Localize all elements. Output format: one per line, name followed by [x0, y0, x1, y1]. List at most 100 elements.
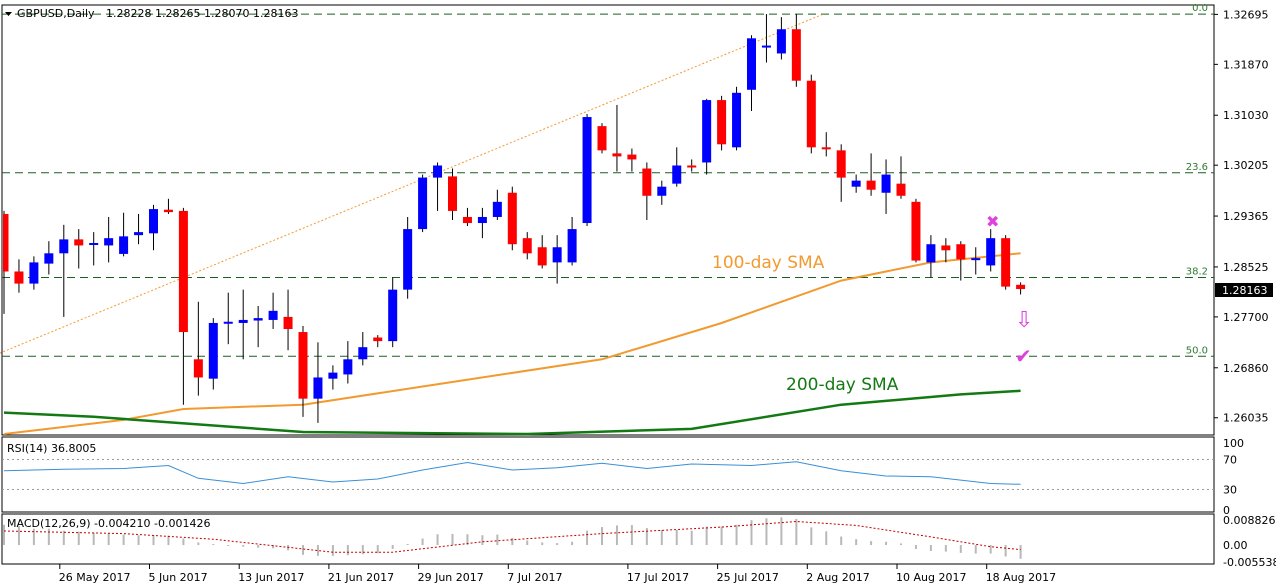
- date-label-5: 7 Jul 2017: [507, 571, 562, 584]
- macd-bar-42: [630, 525, 633, 546]
- macd-bar-37: [556, 543, 559, 546]
- macd-bar-58: [870, 541, 873, 546]
- macd-bar-56: [840, 536, 843, 546]
- price-tick-label-1: 1.31870: [1223, 58, 1269, 71]
- macd-bar-22: [331, 545, 334, 556]
- macd-signal-line: [3, 520, 1021, 553]
- candle-body-15: [223, 321, 233, 324]
- macd-bar-34: [511, 537, 514, 546]
- macd-bar-31: [466, 534, 469, 546]
- candle-body-14: [208, 322, 218, 379]
- macd-bar-67: [1004, 545, 1007, 557]
- candle-body-66: [986, 238, 996, 266]
- macd-bar-25: [376, 545, 379, 554]
- candle-body-45: [672, 165, 682, 184]
- candle-body-4: [59, 239, 69, 254]
- cross-mark-icon: ✖: [986, 212, 999, 231]
- candle-body-44: [657, 186, 667, 196]
- date-label-4: 29 Jun 2017: [418, 571, 484, 584]
- candle-body-5: [74, 239, 84, 246]
- macd-bar-23: [346, 545, 349, 556]
- rsi-tick-label-3: 0: [1223, 504, 1230, 517]
- macd-tick-label-2: -0.005538: [1223, 556, 1276, 569]
- macd-bar-59: [885, 541, 888, 546]
- candle-body-37: [552, 247, 562, 263]
- date-label-1: 5 Jun 2017: [149, 571, 208, 584]
- macd-bar-10: [152, 535, 155, 546]
- macd-bar-64: [959, 545, 962, 553]
- macd-bar-52: [780, 517, 783, 546]
- macd-tick-label-0: 0.008826: [1223, 514, 1276, 527]
- candle-body-2: [29, 262, 39, 284]
- macd-label: MACD(12,26,9) -0.004210 -0.001426: [7, 517, 210, 530]
- candle-body-52: [776, 29, 786, 54]
- macd-bar-26: [391, 545, 394, 549]
- candle-body-60: [896, 183, 906, 196]
- macd-bar-48: [720, 526, 723, 546]
- macd-bar-12: [182, 538, 185, 546]
- macd-bar-35: [526, 540, 529, 546]
- macd-bar-3: [47, 528, 50, 546]
- candle-body-16: [238, 319, 248, 323]
- macd-bar-40: [601, 527, 603, 546]
- fib-level-label-1: 23.6: [1186, 162, 1208, 173]
- candle-body-33: [492, 201, 502, 217]
- candle-body-49: [732, 92, 742, 148]
- macd-panel: 0.008826 0.00 -0.005538: [3, 514, 1276, 569]
- date-label-10: 18 Aug 2017: [986, 571, 1056, 584]
- current-price-label: 1.28163: [1222, 284, 1268, 297]
- date-label-9: 10 Aug 2017: [896, 571, 966, 584]
- macd-bar-11: [167, 535, 170, 546]
- macd-bar-13: [197, 542, 200, 546]
- date-label-3: 21 Jun 2017: [328, 571, 394, 584]
- macd-bar-47: [705, 526, 708, 546]
- candle-body-58: [866, 180, 876, 190]
- macd-bar-30: [451, 533, 454, 546]
- price-tick-label-3: 1.30205: [1223, 159, 1269, 172]
- date-axis: 26 May 2017 5 Jun 2017 13 Jun 2017 21 Jun 2…: [59, 564, 1056, 584]
- macd-bar-18: [272, 545, 275, 549]
- candle-body-38: [567, 229, 577, 263]
- candle-body-64: [956, 244, 966, 260]
- rsi-label: RSI(14) 36.8005: [7, 442, 96, 455]
- candle-body-25: [373, 337, 383, 342]
- candle-body-0: [3, 213, 9, 272]
- candle-body-34: [507, 192, 517, 245]
- macd-bar-68: [1019, 545, 1022, 559]
- candle-body-57: [851, 180, 861, 187]
- candle-body-6: [89, 243, 99, 246]
- down-arrow-icon: ⇩: [1015, 308, 1033, 333]
- macd-bar-5: [77, 531, 80, 546]
- candle-body-54: [806, 80, 816, 148]
- rsi-panel-frame: [1, 436, 1215, 513]
- candle-body-50: [747, 38, 756, 90]
- candle-body-24: [358, 347, 368, 360]
- date-label-6: 17 Jul 2017: [627, 571, 689, 584]
- macd-bar-38: [571, 541, 574, 546]
- trendline: [0, 13, 824, 354]
- candle-body-39: [582, 117, 592, 224]
- price-tick-label-2: 1.31030: [1223, 109, 1269, 122]
- check-mark-icon: ✔: [1015, 344, 1032, 368]
- macd-bar-7: [107, 533, 110, 546]
- macd-bar-32: [481, 535, 484, 546]
- macd-bar-66: [989, 545, 992, 554]
- macd-bar-15: [227, 545, 230, 547]
- candle-body-17: [253, 318, 263, 321]
- candle-body-19: [283, 316, 293, 330]
- macd-tick-label-1: 0.00: [1223, 539, 1248, 552]
- candle-body-59: [881, 174, 891, 193]
- macd-bar-45: [675, 530, 678, 546]
- candle-body-11: [163, 209, 173, 213]
- macd-bar-14: [212, 544, 215, 546]
- candle-body-26: [388, 289, 398, 342]
- fib-level-label-0: 0.0: [1192, 3, 1208, 14]
- dropdown-triangle-icon[interactable]: [5, 12, 12, 16]
- candle-body-27: [403, 229, 413, 290]
- sma100-annotation: 100-day SMA: [712, 253, 825, 273]
- macd-bar-2: [32, 528, 35, 546]
- macd-bar-46: [690, 530, 693, 546]
- candle-body-32: [477, 216, 487, 224]
- candle-body-62: [926, 244, 936, 263]
- macd-bar-27: [406, 544, 409, 546]
